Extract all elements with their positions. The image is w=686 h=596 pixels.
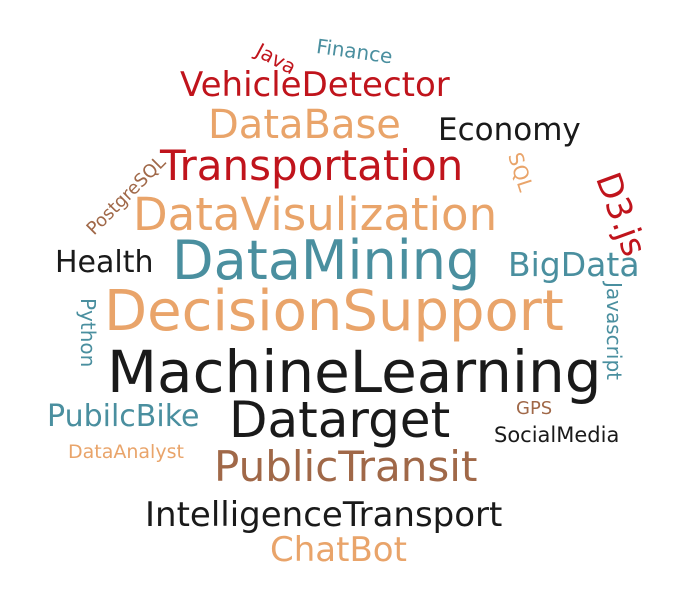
word-pubilc-bike: PubilcBike: [47, 399, 200, 434]
word-transportation: Transportation: [160, 141, 464, 190]
word-database: DataBase: [208, 102, 401, 148]
word-public-transit: PublicTransit: [214, 442, 478, 491]
word-machine-learning: MachineLearning: [107, 338, 602, 406]
word-datarget: Datarget: [229, 391, 451, 449]
word-social-media: SocialMedia: [494, 423, 620, 447]
word-chatbot: ChatBot: [270, 530, 407, 570]
word-sql: SQL: [503, 149, 539, 195]
word-health: Health: [55, 245, 154, 280]
word-finance: Finance: [314, 34, 395, 69]
word-intelligence-transport: IntelligenceTransport: [145, 495, 503, 535]
word-datamining: DataMining: [172, 229, 481, 292]
word-bigdata: BigData: [508, 245, 640, 284]
word-data-analyst: DataAnalyst: [68, 441, 184, 463]
word-python: Python: [76, 298, 100, 368]
word-javascript: Javascript: [602, 282, 626, 380]
word-decision-support: DecisionSupport: [104, 279, 564, 344]
word-datavisulization: DataVisulization: [133, 188, 498, 241]
word-vehicle-detector: VehicleDetector: [180, 65, 450, 105]
word-gps: GPS: [516, 398, 553, 419]
word-economy: Economy: [438, 112, 581, 148]
